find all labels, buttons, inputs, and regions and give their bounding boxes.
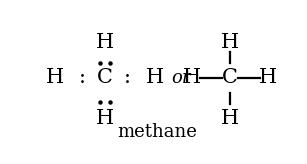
Text: :: : (124, 68, 131, 87)
Text: C: C (222, 68, 238, 87)
Text: :: : (79, 68, 86, 87)
Text: C: C (97, 68, 113, 87)
Text: H: H (221, 33, 239, 52)
Text: or: or (171, 69, 191, 87)
Text: H: H (146, 68, 164, 87)
Text: H: H (96, 109, 114, 128)
Text: H: H (259, 68, 277, 87)
Text: H: H (183, 68, 201, 87)
Text: H: H (96, 33, 114, 52)
Text: methane: methane (117, 123, 197, 141)
Text: H: H (221, 109, 239, 128)
Text: H: H (46, 68, 64, 87)
